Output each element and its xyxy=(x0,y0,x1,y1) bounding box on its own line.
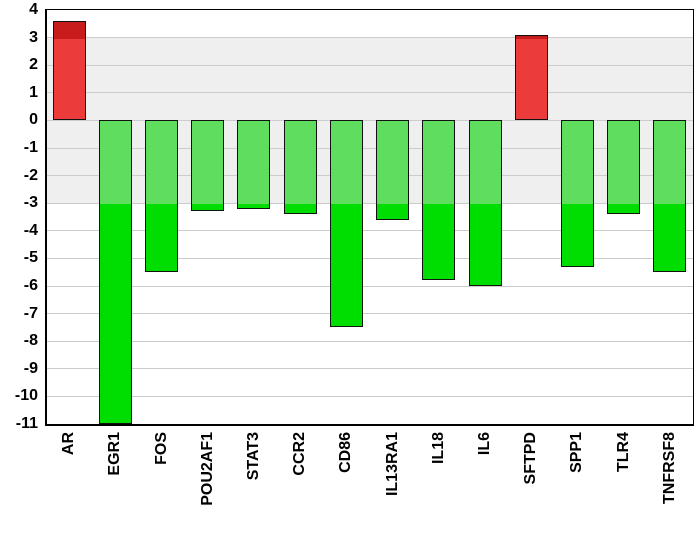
x-axis-label-CD86: CD86 xyxy=(337,432,355,473)
bar-AR xyxy=(52,21,86,121)
bar-POU2AF1 xyxy=(191,120,225,212)
grid-line xyxy=(46,340,693,342)
y-tick-label: 1 xyxy=(29,83,38,101)
grid-line xyxy=(46,313,693,315)
bar-segment-muted xyxy=(469,121,501,205)
x-axis-label-SPP1: SPP1 xyxy=(568,432,586,473)
axis-right xyxy=(693,9,694,425)
x-axis-label-SFTPD: SFTPD xyxy=(522,432,540,485)
axis-left xyxy=(45,9,47,426)
y-tick-label: -11 xyxy=(15,415,38,432)
bar-segment-muted xyxy=(238,121,270,205)
grid-line xyxy=(46,175,693,177)
bar-segment-muted xyxy=(608,121,640,205)
y-tick-label: -9 xyxy=(23,359,38,377)
y-tick-label: -6 xyxy=(23,277,38,294)
grid-line xyxy=(46,64,693,66)
grid-line xyxy=(46,285,693,287)
grid-line xyxy=(46,92,693,94)
axis-bottom xyxy=(46,424,694,426)
x-axis-label-POU2AF1: POU2AF1 xyxy=(198,432,216,506)
x-axis-label-FOS: FOS xyxy=(152,432,170,465)
grid-line xyxy=(46,147,693,149)
y-tick-label: -8 xyxy=(23,332,38,350)
x-axis-label-STAT3: STAT3 xyxy=(244,432,262,481)
axis-top xyxy=(46,9,693,10)
x-axis-label-EGR1: EGR1 xyxy=(106,432,124,476)
grid-line xyxy=(46,202,693,204)
x-axis-label-TLR4: TLR4 xyxy=(614,432,632,472)
grid-line xyxy=(46,37,693,39)
y-tick-label: -3 xyxy=(23,194,38,212)
y-tick-label: -2 xyxy=(23,166,38,184)
bar-TNFRSF8 xyxy=(653,120,687,273)
y-tick-label: 4 xyxy=(29,1,38,18)
bar-STAT3 xyxy=(237,120,271,209)
x-axis-label-AR: AR xyxy=(60,432,78,456)
bar-EGR1 xyxy=(98,120,132,424)
y-tick-label: 3 xyxy=(29,28,38,46)
bar-CD86 xyxy=(329,120,363,328)
y-tick-label: -4 xyxy=(23,221,38,239)
bar-SFTPD xyxy=(514,34,548,121)
bar-IL18 xyxy=(422,120,456,281)
y-tick-label: 0 xyxy=(29,111,38,129)
y-tick-label: -5 xyxy=(23,249,38,267)
x-axis-label-IL6: IL6 xyxy=(476,432,494,456)
bar-segment-strong xyxy=(515,35,547,39)
bar-segment-strong xyxy=(53,22,85,39)
grid-line xyxy=(46,119,693,121)
x-axis-label-IL18: IL18 xyxy=(429,432,447,465)
bar-segment-muted xyxy=(654,121,686,205)
bar-FOS xyxy=(145,120,179,273)
y-tick-label: -10 xyxy=(14,387,38,405)
grid-line xyxy=(46,395,693,397)
bar-segment-muted xyxy=(146,121,178,205)
grid-line xyxy=(46,257,693,259)
grid-line xyxy=(46,230,693,232)
x-axis-label-TNFRSF8: TNFRSF8 xyxy=(660,432,678,504)
bar-segment-muted xyxy=(284,121,316,205)
bar-segment-muted xyxy=(423,121,455,205)
x-axis-label-CCR2: CCR2 xyxy=(291,432,309,476)
y-tick-label: -7 xyxy=(23,304,38,322)
bar-segment-muted xyxy=(99,121,131,205)
bar-segment-muted xyxy=(192,121,224,205)
bar-SPP1 xyxy=(560,120,594,267)
y-tick-label: -1 xyxy=(23,139,38,156)
bar-IL13RA1 xyxy=(376,120,410,220)
grid-line xyxy=(46,368,693,370)
bar-TLR4 xyxy=(607,120,641,215)
bar-IL6 xyxy=(468,120,502,286)
bar-segment-muted xyxy=(377,121,409,205)
x-axis-label-IL13RA1: IL13RA1 xyxy=(383,432,401,497)
y-tick-label: 2 xyxy=(29,56,38,74)
bar-CCR2 xyxy=(283,120,317,215)
bar-segment-muted xyxy=(330,121,362,205)
bar-segment-muted xyxy=(561,121,593,205)
